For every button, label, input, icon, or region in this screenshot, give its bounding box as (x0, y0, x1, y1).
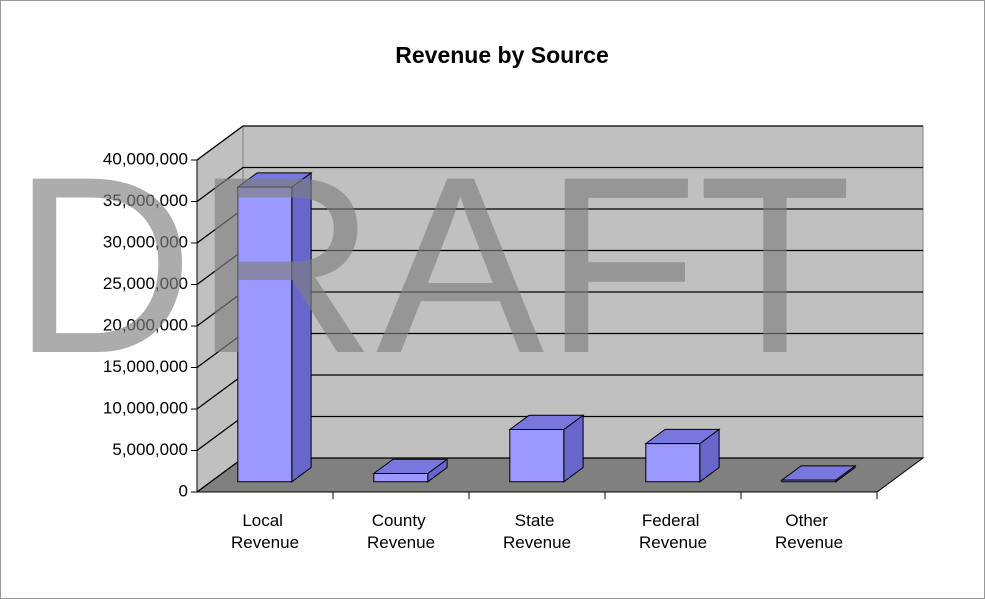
bar-front (645, 443, 701, 483)
grid-line (196, 125, 923, 161)
y-tick-label: 10,000,000 (103, 398, 188, 417)
chart-title: Revenue by Source (395, 42, 608, 68)
bar (508, 414, 585, 483)
grid-line (196, 166, 923, 203)
bar-front (373, 473, 429, 483)
y-tick-label: 15,000,000 (103, 357, 188, 376)
x-tick-label: Local Revenue (231, 511, 299, 552)
x-tick-label: Federal Revenue (639, 511, 707, 552)
x-tick-label: State Revenue (503, 511, 571, 552)
bar (236, 171, 313, 483)
y-tick-label: 40,000,000 (103, 149, 188, 168)
y-tick-label: 35,000,000 (103, 191, 188, 210)
watermark: DRAFT (12, 125, 852, 406)
y-tick-label: 25,000,000 (103, 274, 188, 293)
y-tick-label: 30,000,000 (103, 232, 188, 251)
bar-front (509, 429, 565, 483)
bar-front (237, 186, 293, 483)
x-tick-label: County Revenue (367, 511, 435, 552)
y-tick-label: 5,000,000 (112, 440, 188, 459)
bar (372, 458, 449, 483)
bar-front (781, 479, 837, 483)
bar (644, 428, 721, 483)
x-tick-label: Other Revenue (775, 511, 843, 552)
y-tick-label: 20,000,000 (103, 315, 188, 334)
y-tick-label: 0 (179, 481, 188, 500)
bar (780, 464, 857, 483)
